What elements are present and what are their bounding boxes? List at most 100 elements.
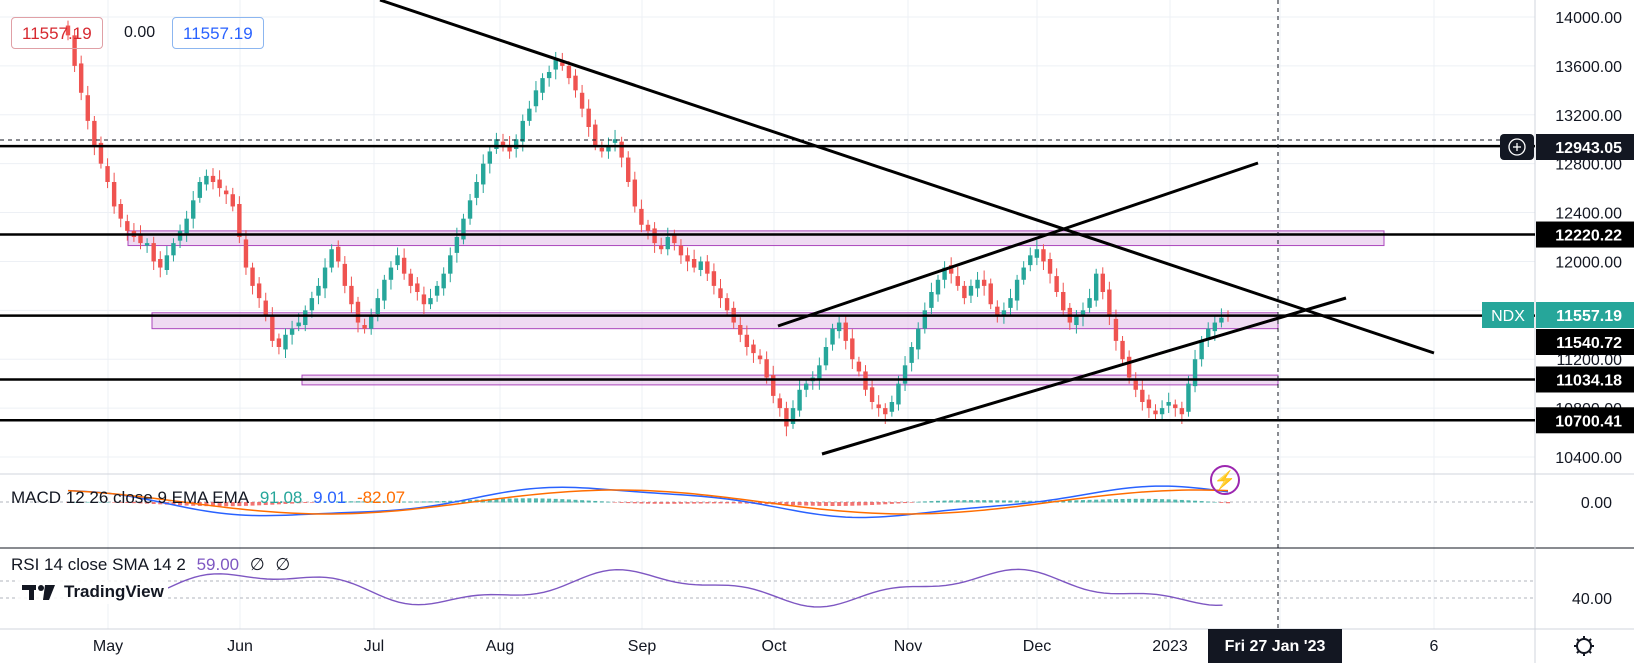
candle-body	[896, 383, 901, 405]
current-price-bg	[1536, 302, 1634, 328]
macd-histogram-bar	[1081, 500, 1085, 503]
macd-histogram-bar	[138, 502, 143, 504]
candle-body	[645, 224, 651, 231]
macd-histogram-bar	[639, 502, 644, 504]
macd-histogram-bar	[922, 501, 927, 503]
candle-body	[507, 145, 512, 152]
macd-histogram-bar	[837, 502, 842, 506]
candle-body	[836, 322, 842, 332]
macd-histogram-bar	[896, 502, 901, 504]
candle-body	[448, 255, 453, 274]
candle-body	[1047, 259, 1053, 274]
macd-histogram-bar	[606, 501, 611, 503]
candle-body	[869, 387, 875, 402]
ohlc-buy-box[interactable]: 11557.19	[172, 17, 264, 49]
rsi-legend[interactable]: RSI 14 close SMA 14 2 59.00 ∅ ∅	[11, 555, 296, 575]
macd-histogram-bar	[494, 498, 499, 503]
macd-histogram-bar	[586, 500, 591, 503]
price-level-label: 10700.41	[1555, 413, 1622, 430]
macd-histogram-bar	[843, 502, 848, 506]
macd-histogram-bar	[942, 500, 947, 503]
macd-histogram-bar	[395, 501, 400, 503]
candle-body	[718, 288, 723, 299]
macd-histogram-bar	[362, 501, 367, 503]
macd-histogram-bar	[428, 501, 433, 503]
macd-histogram-bar	[823, 502, 828, 506]
rsi-value: 59.00	[196, 555, 240, 574]
macd-histogram-bar	[243, 502, 248, 506]
macd-histogram-bar	[1021, 500, 1026, 503]
macd-histogram-bar	[349, 501, 354, 503]
macd-histogram-bar	[1015, 500, 1020, 503]
macd-histogram-bar	[547, 498, 552, 503]
macd-histogram-bar	[382, 501, 387, 503]
macd-title: MACD 12 26 close 9 EMA EMA	[11, 488, 250, 507]
macd-histogram-bar	[791, 502, 795, 506]
macd-histogram-bar	[777, 502, 782, 505]
candle-body	[1100, 273, 1105, 292]
candle-body	[593, 124, 598, 146]
candle-body	[691, 259, 697, 268]
candle-body	[144, 243, 150, 246]
candle-body	[1087, 298, 1092, 308]
macd-histogram-bar	[441, 500, 446, 503]
macd-histogram-bar	[92, 501, 97, 503]
candle-body	[92, 120, 97, 146]
candle-body	[560, 62, 565, 66]
macd-histogram-bar	[1206, 501, 1211, 503]
candle-body	[1054, 276, 1059, 292]
candle-body	[105, 166, 110, 182]
price-level-label: 12943.05	[1555, 140, 1622, 157]
price-level-label-bg	[1536, 329, 1634, 355]
macd-histogram-bar	[744, 502, 749, 504]
macd-histogram-bar	[540, 498, 545, 503]
price-tick-label: 10400.00	[1555, 450, 1622, 467]
candle-body	[711, 271, 717, 286]
macd-histogram-bar	[1113, 499, 1118, 503]
candle-body	[191, 200, 196, 219]
macd-histogram-bar	[1074, 500, 1079, 503]
candle-body	[606, 145, 611, 152]
tradingview-logo[interactable]: TradingView	[18, 580, 168, 604]
macd-histogram-bar	[678, 502, 683, 504]
candle-body	[513, 139, 519, 149]
macd-histogram-bar	[1219, 502, 1224, 503]
time-tick-label: Aug	[486, 638, 514, 655]
ohlc-sell-box[interactable]: 11557.19	[11, 17, 103, 49]
crosshair-date-label: Fri 27 Jan '23	[1225, 638, 1326, 655]
candle-body	[889, 402, 895, 412]
candle-body	[586, 108, 591, 127]
macd-series	[66, 485, 1230, 519]
macd-histogram-bar	[507, 498, 512, 503]
candle-body	[428, 298, 433, 305]
time-tick-label: Dec	[1023, 638, 1051, 655]
macd-legend[interactable]: MACD 12 26 close 9 EMA EMA 91.08 9.01 -8…	[11, 488, 411, 508]
candle-body	[579, 92, 585, 109]
macd-histogram-bar	[711, 502, 716, 504]
candle-body	[204, 175, 209, 185]
candle-body	[481, 163, 486, 185]
macd-histogram-bar	[290, 502, 295, 504]
candle-body	[441, 273, 446, 289]
candle-body	[909, 347, 914, 363]
macd-histogram-bar	[171, 502, 176, 505]
candle-body	[336, 246, 341, 262]
symbol-tag: NDX	[1491, 308, 1525, 325]
candle-body	[421, 294, 427, 305]
candle-body	[955, 276, 960, 286]
macd-histogram-bar	[646, 502, 650, 504]
candle-body	[546, 72, 552, 79]
macd-histogram-bar	[1133, 498, 1138, 503]
candle-body	[1206, 328, 1211, 339]
rsi-axis-label: 40.00	[1572, 591, 1612, 608]
candle-body	[98, 142, 104, 164]
candle-body	[599, 147, 605, 152]
macd-histogram-bar	[613, 502, 618, 503]
support-zone	[127, 230, 1385, 247]
macd-histogram-bar	[158, 502, 163, 505]
rsi-value-band: ∅	[275, 555, 291, 574]
flash-icon[interactable]: ⚡	[1210, 465, 1240, 495]
symbol-tag-bg	[1482, 302, 1534, 328]
candle-body	[1173, 404, 1178, 409]
